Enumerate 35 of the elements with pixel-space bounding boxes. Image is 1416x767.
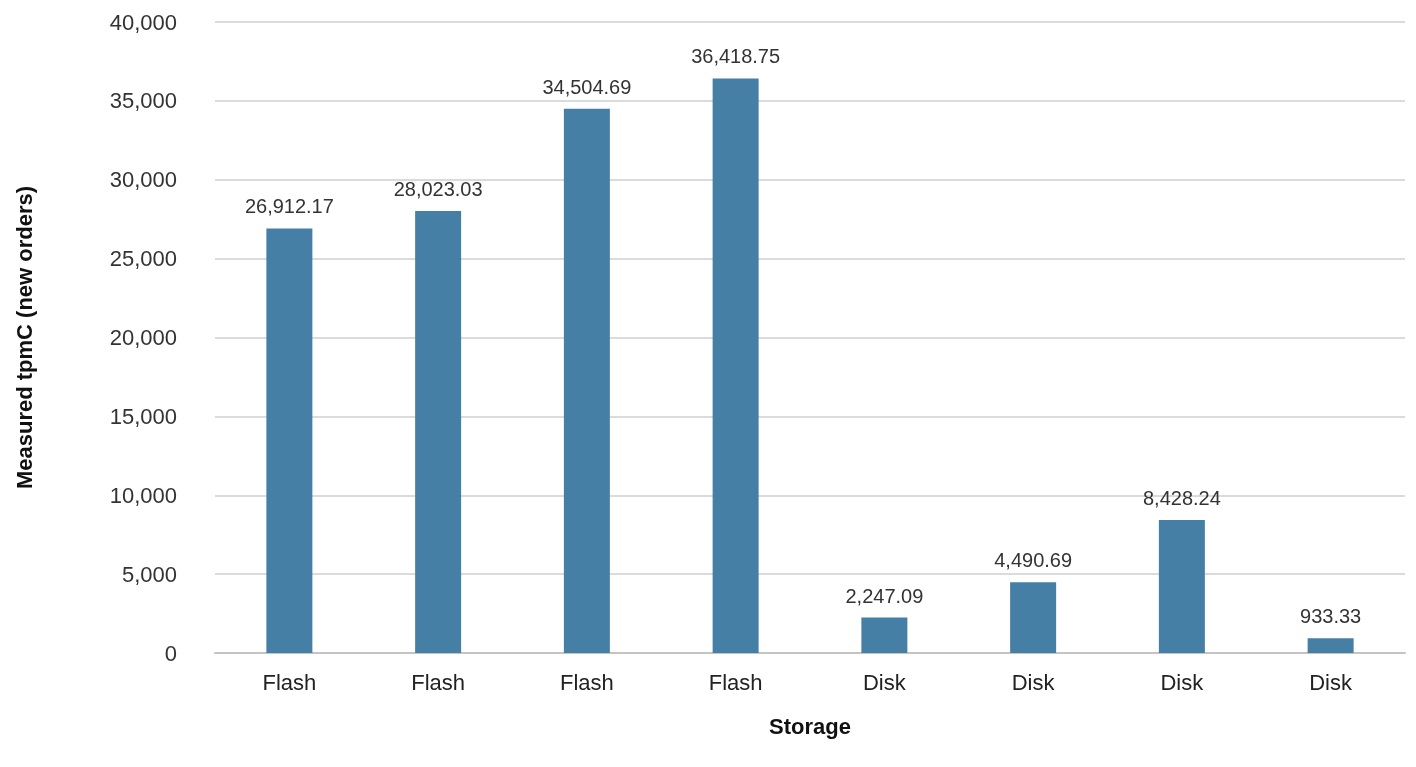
bar — [1158, 520, 1205, 653]
x-tick-label: Disk — [862, 669, 907, 695]
y-tick-label: 25,000 — [109, 246, 177, 272]
y-tick-label: 40,000 — [109, 9, 177, 35]
bar — [712, 78, 759, 653]
x-tick-label: Disk — [1011, 669, 1056, 695]
bar — [266, 228, 313, 653]
bar — [563, 108, 610, 653]
bar — [415, 210, 462, 653]
x-tick-label: Flash — [262, 669, 317, 695]
y-tick-label: 10,000 — [109, 482, 177, 508]
bar — [1010, 582, 1057, 653]
x-tick-label: Flash — [559, 669, 614, 695]
data-label: 36,418.75 — [691, 45, 781, 68]
data-label: 8,428.24 — [1142, 487, 1221, 510]
y-axis-title: Measured tpmC (new orders) — [11, 185, 37, 490]
data-label: 28,023.03 — [393, 177, 483, 200]
y-tick-label: 5,000 — [121, 561, 177, 587]
y-tick-label: 0 — [164, 640, 177, 666]
data-label: 34,504.69 — [542, 75, 632, 98]
x-tick-label: Disk — [1160, 669, 1205, 695]
y-tick-label: 15,000 — [109, 403, 177, 429]
x-tick-label: Flash — [411, 669, 466, 695]
data-label: 933.33 — [1300, 605, 1362, 628]
data-label: 26,912.17 — [244, 195, 334, 218]
x-axis-title: Storage — [769, 713, 851, 739]
y-tick-label: 35,000 — [109, 88, 177, 114]
data-label: 4,490.69 — [994, 549, 1073, 572]
x-tick-label: Disk — [1309, 669, 1354, 695]
bar — [861, 617, 908, 653]
y-tick-label: 20,000 — [109, 325, 177, 350]
x-tick-label: Flash — [708, 669, 763, 695]
y-tick-label: 30,000 — [109, 167, 177, 193]
bar — [1307, 638, 1354, 653]
data-label: 2,247.09 — [845, 584, 924, 607]
